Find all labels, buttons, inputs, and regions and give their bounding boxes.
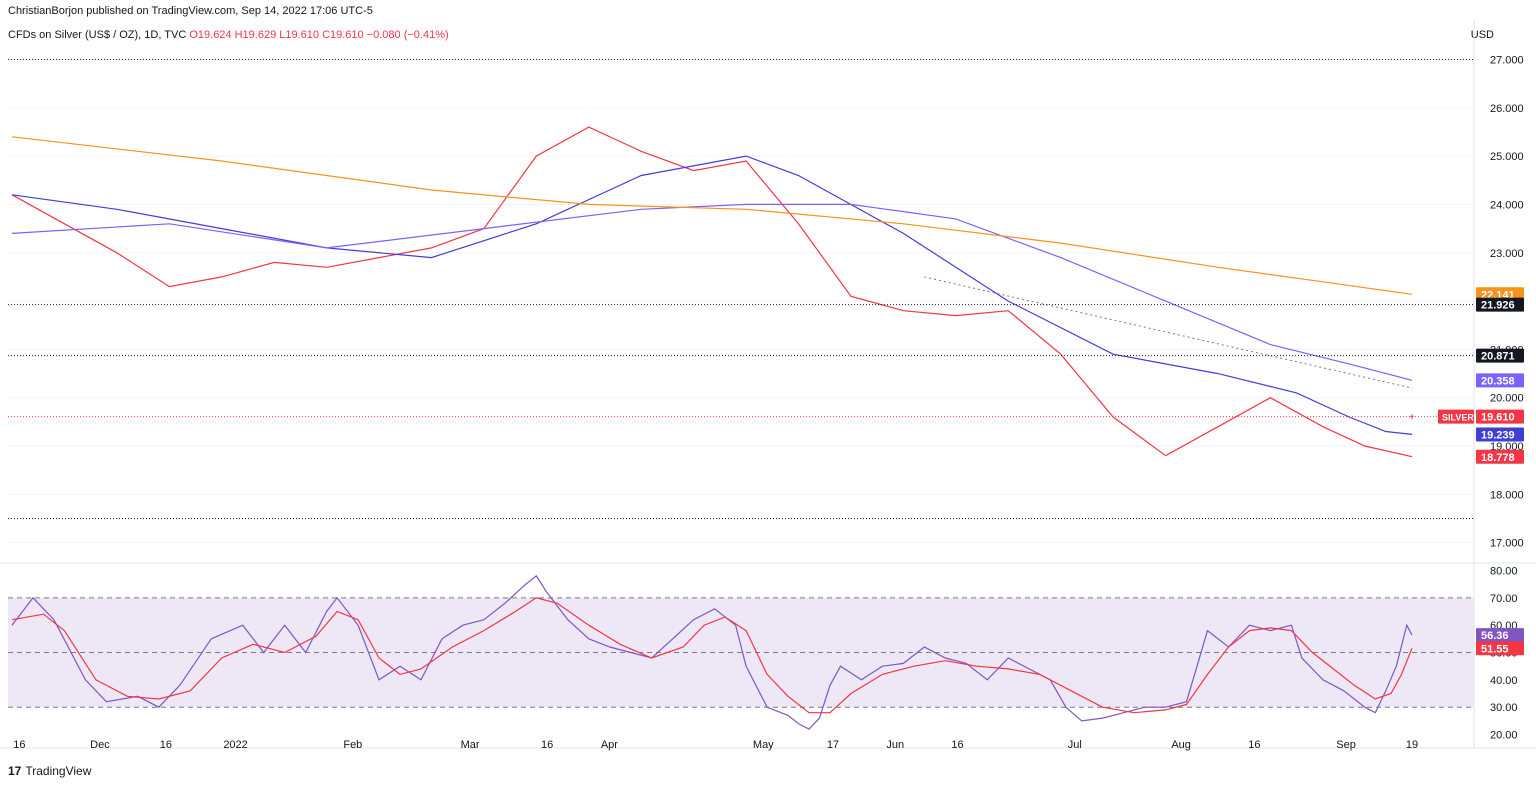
price-tag-bg [1476,373,1524,388]
price-tick-label: 17.000 [1490,538,1524,550]
time-tick-label: Sep [1336,739,1356,751]
price-tick-label: 24.000 [1490,199,1524,211]
rsi-tag-bg [1476,628,1524,643]
currency-label: USD [1470,29,1494,41]
publisher-line: ChristianBorjon published on TradingView… [8,5,373,17]
rsi-series-rsi [11,575,1413,730]
tradingview-logo[interactable]: 17 TradingView [8,764,91,778]
ma-line-ma-200 [11,136,1413,295]
price-tag: 20.871 [1481,351,1515,363]
price-tag: 18.778 [1481,452,1515,464]
time-tick-label: 16 [1248,739,1260,751]
price-tick-label: 23.000 [1490,248,1524,260]
trendline [924,276,1413,389]
price-tick-label: 18.000 [1490,489,1524,501]
symbol-name: CFDs on Silver (US$ / OZ), 1D, TVC [8,29,187,41]
price-tag: 19.610 [1481,412,1515,424]
rsi-pane [8,575,1474,730]
time-tick-label: 16 [951,739,963,751]
time-tick-label: Apr [601,739,618,751]
price-tag: 19.239 [1481,429,1515,441]
time-tick-label: Mar [461,739,480,751]
price-tag-bg [1476,297,1524,312]
price-tick-label: 26.000 [1490,103,1524,115]
time-tick-label: 16 [160,739,172,751]
time-tick-label: Dec [90,739,110,751]
symbol-tag-bg [1438,409,1474,424]
price-tag-bg [1476,449,1524,464]
price-tick-label: 25.000 [1490,151,1524,163]
rsi-series-rsi-ma [11,597,1413,714]
price-tag-bg [1476,348,1524,363]
rsi-tag: 51.55 [1481,643,1509,655]
time-tick-label: 19 [1406,739,1418,751]
ma-line-ma-50 [11,155,1413,435]
symbol-tag: SILVER [1442,413,1474,423]
ma-line-ma-20 [11,126,1413,458]
ohlc-values: O19.624 H19.629 L19.610 C19.610 −0.080 (… [189,29,449,41]
price-tick-label: 20.000 [1490,393,1524,405]
time-tick-label: Jul [1068,739,1082,751]
rsi-tag: 56.36 [1481,630,1509,642]
candles [1410,414,1414,420]
time-tick-label: 16 [13,739,25,751]
price-tag: 21.926 [1481,300,1515,312]
rsi-tag-bg [1476,641,1524,656]
price-tick-label: 27.000 [1490,54,1524,66]
time-tick-label: Feb [343,739,362,751]
time-tick-label: 2022 [223,739,247,751]
rsi-tick-label: 30.00 [1490,702,1518,714]
rsi-tick-label: 70.00 [1490,593,1518,605]
price-tag-bg [1476,409,1524,424]
tradingview-logo-text: TradingView [25,764,92,778]
rsi-tick-label: 20.00 [1490,730,1518,742]
time-tick-label: May [753,739,774,751]
price-tags: 22.14121.92620.87120.35819.610SILVER19.2… [1438,287,1524,656]
ma-line-ma-100 [11,203,1413,381]
time-tick-label: 16 [541,739,553,751]
price-tag: 20.358 [1481,375,1515,387]
horizontal-levels [8,58,1474,520]
time-tick-label: Aug [1171,739,1191,751]
time-axis: 16 Dec 16 2022 Feb Mar 16 Apr May 17 Jun 16 Jul Aug 16… [13,739,1418,751]
symbol-legend[interactable]: CFDs on Silver (US$ / OZ), 1D, TVC O19.6… [8,29,449,41]
time-tick-label: 17 [827,739,839,751]
moving-averages [11,126,1413,458]
rsi-tick-label: 80.00 [1490,565,1518,577]
price-tag-bg [1476,427,1524,442]
tradingview-logo-icon: 17 [8,764,22,778]
time-tick-label: Jun [886,739,904,751]
rsi-tick-label: 40.00 [1490,675,1518,687]
